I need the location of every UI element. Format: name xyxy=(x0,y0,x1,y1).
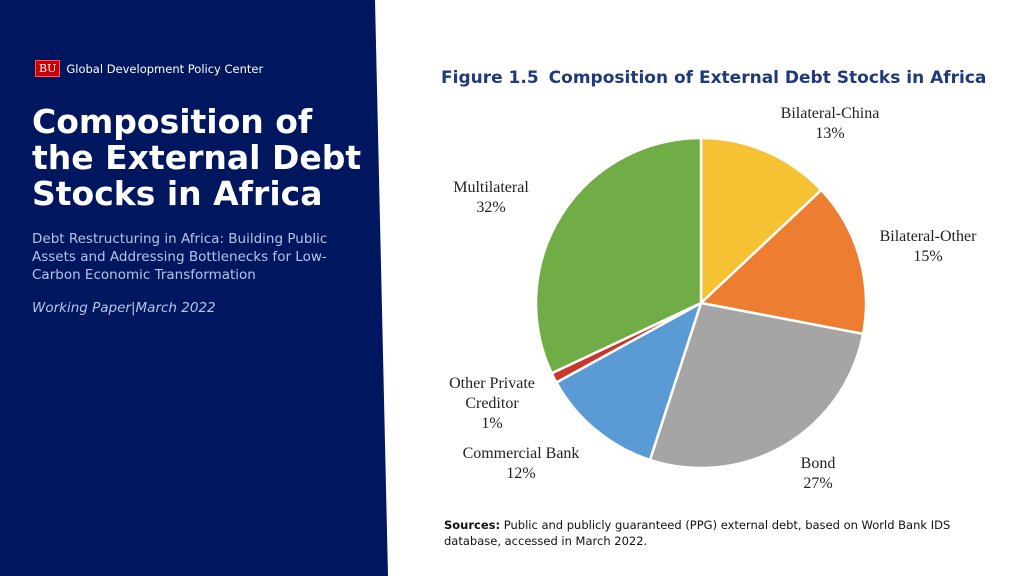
logo: BU Global Development Policy Center xyxy=(35,60,263,77)
org-name: Global Development Policy Center xyxy=(66,61,264,76)
sources-text: Public and publicly guaranteed (PPG) ext… xyxy=(444,518,951,548)
sources-label: Sources: xyxy=(444,518,501,532)
slice-label: Other Private Creditor 1% xyxy=(449,375,535,432)
page-title: Composition of the External Debt Stocks … xyxy=(32,102,362,213)
paper-meta: Working Paper|March 2022 xyxy=(32,300,216,316)
pie-slice-bilateral-china xyxy=(699,136,824,306)
chart-title: Composition of External Debt Stocks in A… xyxy=(548,68,987,88)
pie-slice-bond xyxy=(648,301,865,470)
pie-slice-multilateral xyxy=(534,136,703,375)
pie-slice-bilateral-other xyxy=(698,188,868,336)
pie-slice-commercial-bank xyxy=(554,300,704,462)
figure-title: Figure 1.5 Composition of External Debt S… xyxy=(441,68,996,88)
slice-label: Commercial Bank 12% xyxy=(463,445,580,482)
slice-label: Bond 27% xyxy=(801,455,836,492)
slice-label: Bilateral-China 13% xyxy=(781,105,880,142)
slice-label: Bilateral-Other 15% xyxy=(880,228,978,265)
sources-note: Sources: Public and publicly guaranteed … xyxy=(444,517,1004,549)
figure-number: Figure 1.5 xyxy=(441,68,539,88)
bu-logo: BU xyxy=(35,60,61,77)
slice-label: Multilateral 32% xyxy=(453,179,529,216)
title-panel: BU Global Development Policy Center Comp… xyxy=(0,0,388,576)
subtitle: Debt Restructuring in Africa: Building P… xyxy=(32,231,328,283)
